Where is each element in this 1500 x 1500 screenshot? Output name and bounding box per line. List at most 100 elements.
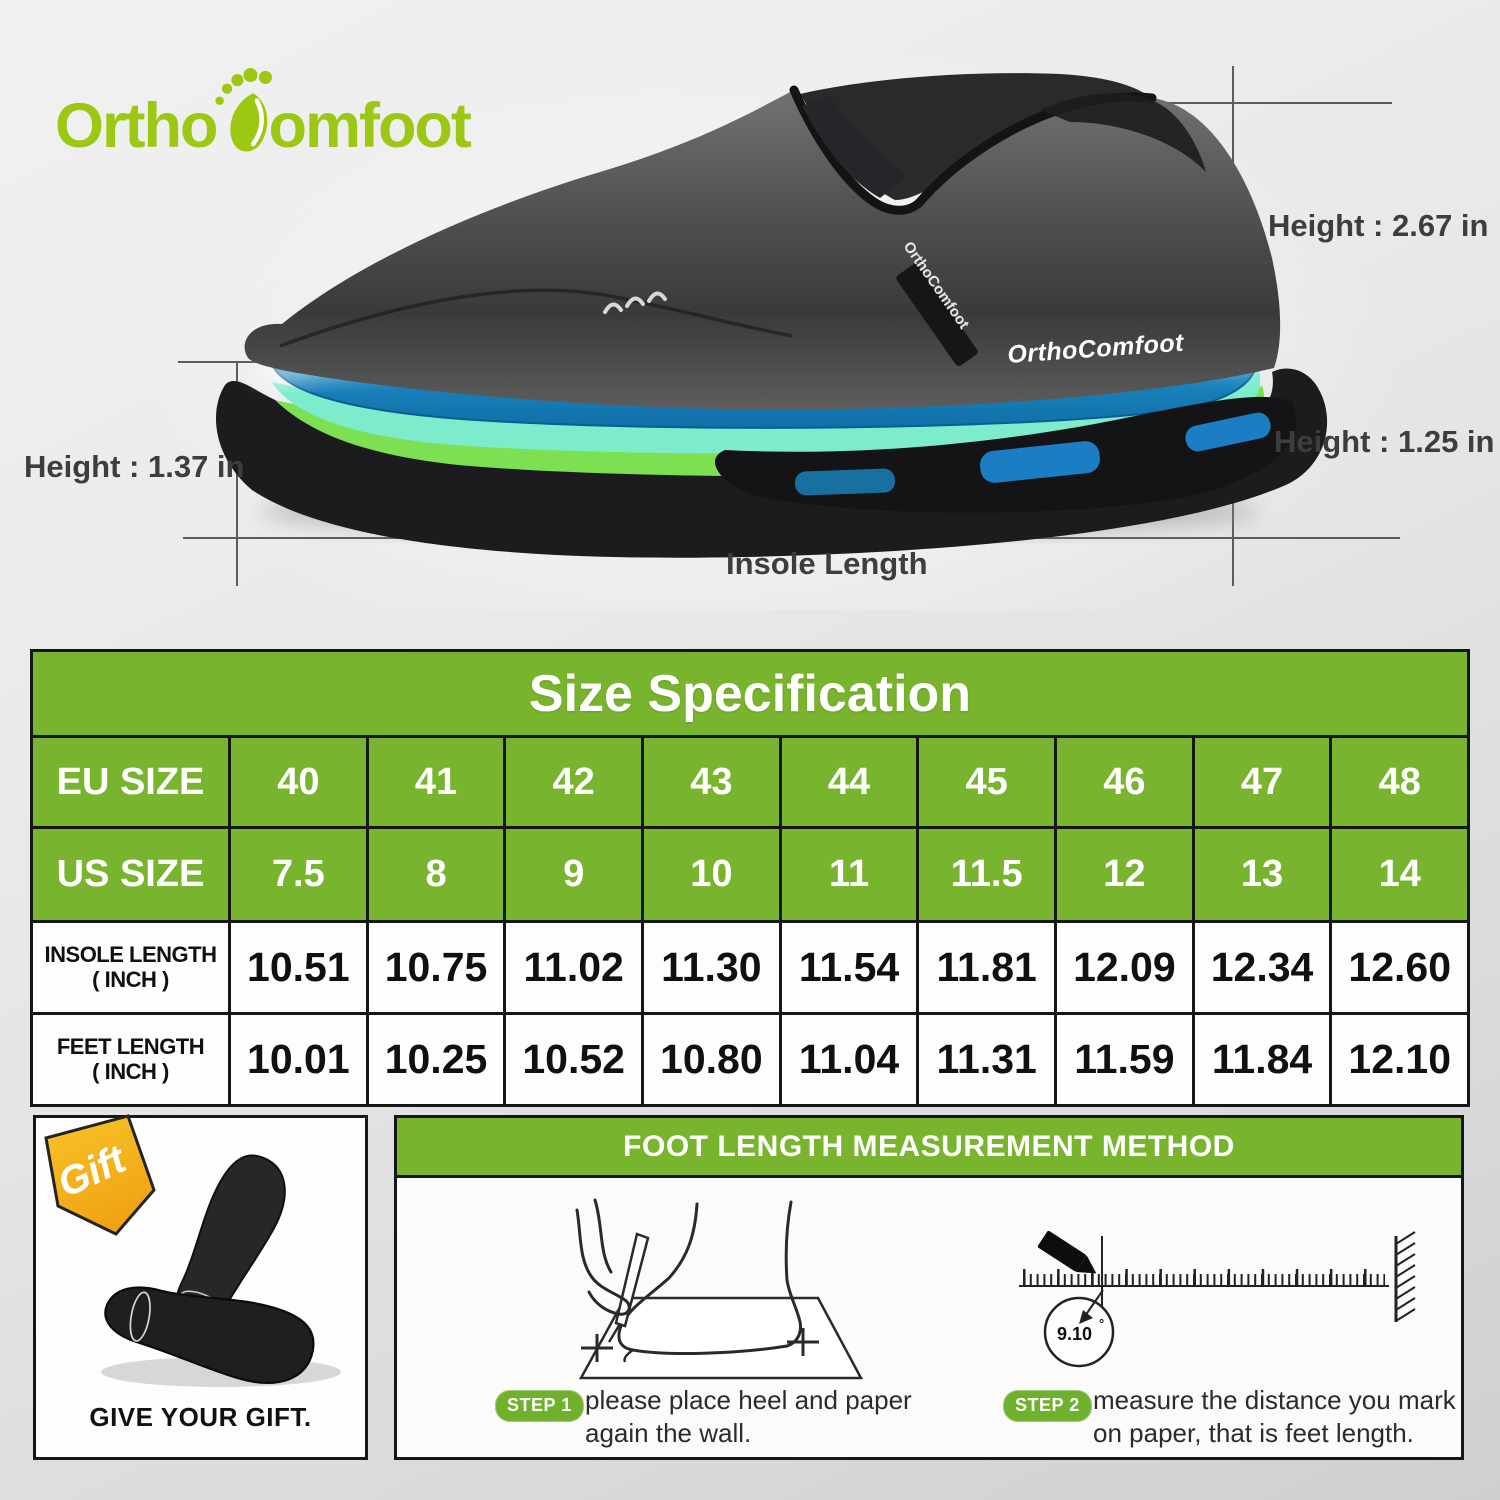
- angle-arrow: [1079, 1310, 1093, 1324]
- row-header-us-size: US SIZE: [33, 829, 231, 920]
- size-table-title: Size Specification: [33, 652, 1467, 738]
- insole-length-cell: 12.34: [1195, 923, 1333, 1012]
- dimension-line-left-short: [178, 361, 266, 363]
- step2-badge: STEP 2: [1003, 1390, 1092, 1422]
- eu-size-cell: 47: [1195, 738, 1333, 826]
- shoe-cutaway-image: OrthoComfoot OrthoComfoot: [215, 73, 1328, 558]
- eu-size-cell: 46: [1057, 738, 1195, 826]
- insole-length-cell: 11.30: [644, 923, 782, 1012]
- eu-size-cell: 40: [231, 738, 369, 826]
- feet-length-cell: 11.84: [1195, 1015, 1333, 1104]
- shoe-upper: [244, 90, 1281, 410]
- vamp-seam: [279, 288, 793, 348]
- brand-logo-text-left: Ortho: [55, 91, 218, 161]
- step1-line2: again the wall.: [585, 1418, 752, 1448]
- insole-front: [104, 1286, 315, 1384]
- insoles-image: [101, 1154, 341, 1387]
- height-label-top-right: Height : 2.67 in: [1268, 208, 1489, 243]
- table-row-feet-length: FEET LENGTH ( INCH ) 10.01 10.25 10.52 1…: [33, 1015, 1467, 1104]
- step2-text: measure the distance you mark on paper, …: [1093, 1384, 1456, 1450]
- insole-length-cell: 10.51: [231, 923, 369, 1012]
- foot-tracing-illustration: [575, 1198, 864, 1380]
- step1-badge: STEP 1: [495, 1390, 584, 1422]
- measurement-method-panel: FOOT LENGTH MEASUREMENT METHOD: [394, 1115, 1464, 1460]
- pen: [614, 1232, 650, 1328]
- eu-size-cell: 48: [1378, 760, 1421, 803]
- brand-logo: Ortho omfoot: [55, 52, 472, 162]
- feet-length-cell: 11.59: [1057, 1015, 1195, 1104]
- height-label-left: Height : 1.37 in: [24, 449, 245, 484]
- outsole-pod-blue: [980, 441, 1100, 483]
- feet-length-cell: 11.31: [919, 1015, 1058, 1104]
- eu-size-cell: 45: [919, 738, 1058, 826]
- row-header-line2: ( INCH ): [92, 966, 169, 992]
- us-size-cell: 7.5: [231, 829, 369, 920]
- row-header-insole-length: INSOLE LENGTH ( INCH ): [33, 923, 231, 1012]
- wall-hatching: [1395, 1231, 1416, 1322]
- table-row-insole-length: INSOLE LENGTH ( INCH ) 10.51 10.75 11.02…: [33, 923, 1467, 1015]
- heel-pad: [1040, 93, 1206, 172]
- step1-line1: please place heel and paper: [585, 1385, 912, 1415]
- eu-size-cell: 42: [506, 738, 645, 826]
- us-size-cell: 11: [782, 829, 920, 920]
- toe-cross-mark: [581, 1334, 613, 1362]
- hand: [575, 1198, 631, 1316]
- marker-icon: [1037, 1230, 1097, 1274]
- foot-outline: [617, 1200, 802, 1355]
- angle-degree-symbol: °: [1099, 1316, 1104, 1331]
- table-row-us-size: US SIZE 7.5 8 9 10 11 11.5 12 13 14: [33, 829, 1467, 923]
- feet-length-cell: 10.80: [644, 1015, 782, 1104]
- insole-length-cell: 11.02: [506, 923, 645, 1012]
- eu-size-cell: 44: [782, 738, 920, 826]
- measurement-method-title: FOOT LENGTH MEASUREMENT METHOD: [397, 1118, 1461, 1178]
- eu-size-cell: 41: [369, 738, 507, 826]
- insole-length-cell: 12.09: [1057, 923, 1195, 1012]
- feet-length-cell: 10.25: [369, 1015, 507, 1104]
- footprint-icon: [215, 68, 273, 152]
- row-header-line1: INSOLE LENGTH: [44, 941, 217, 967]
- insole-length-cell: 10.75: [369, 923, 507, 1012]
- angle-value: 9.10: [1057, 1324, 1092, 1344]
- step2-line1: measure the distance you mark: [1093, 1385, 1456, 1415]
- height-label-bottom-right: Height : 1.25 in: [1274, 424, 1495, 459]
- feet-length-cell: 10.52: [506, 1015, 645, 1104]
- stitch-detail: [603, 291, 667, 314]
- feet-length-cell: 12.10: [1348, 1036, 1452, 1082]
- row-header-feet-length: FEET LENGTH ( INCH ): [33, 1015, 231, 1104]
- us-size-cell: 13: [1195, 829, 1333, 920]
- row-header-line1: FEET LENGTH: [56, 1033, 205, 1059]
- us-size-cell: 14: [1378, 853, 1421, 895]
- ruler-measurement-illustration: 9.10 °: [1019, 1230, 1416, 1368]
- insole-length-cell: 11.81: [919, 923, 1058, 1012]
- heel-cross-mark: [787, 1328, 819, 1356]
- elastic-gore: [802, 96, 908, 198]
- midsole-layer-cyan: [272, 366, 1261, 454]
- size-specification-table: Size Specification EU SIZE 40 41 42 43 4…: [30, 649, 1470, 1107]
- angle-circle: [1043, 1296, 1115, 1368]
- step2-line2: on paper, that is feet length.: [1093, 1418, 1414, 1448]
- feet-length-cell: 11.04: [782, 1015, 920, 1104]
- brand-logo-text-right: omfoot: [268, 91, 471, 161]
- us-size-cell: 11.5: [919, 829, 1058, 920]
- row-header-eu-size: EU SIZE: [33, 738, 231, 826]
- outsole-pod-blue: [1185, 412, 1271, 452]
- gift-panel: Gift GIVE YOUR GIFT.: [33, 1114, 368, 1460]
- gift-badge: Gift: [44, 1114, 156, 1236]
- us-size-cell: 9: [506, 829, 645, 920]
- insole-length-label: Insole Length: [726, 546, 928, 581]
- eu-size-cell: 43: [644, 738, 782, 826]
- side-tag: [896, 264, 978, 366]
- dimension-line-top-right: [1156, 102, 1392, 104]
- gift-caption: GIVE YOUR GIFT.: [89, 1402, 312, 1432]
- us-size-cell: 12: [1057, 829, 1195, 920]
- us-size-cell: 10: [644, 829, 782, 920]
- step1-text: please place heel and paper again the wa…: [585, 1384, 912, 1450]
- outsole-pod-blue: [794, 468, 896, 496]
- table-row-eu-size: EU SIZE 40 41 42 43 44 45 46 47 48: [33, 738, 1467, 829]
- insole-length-cell: 11.54: [782, 923, 920, 1012]
- row-header-line2: ( INCH ): [92, 1058, 169, 1084]
- insole-length-cell: 12.60: [1348, 944, 1452, 990]
- us-size-cell: 8: [369, 829, 507, 920]
- feet-length-cell: 10.01: [231, 1015, 369, 1104]
